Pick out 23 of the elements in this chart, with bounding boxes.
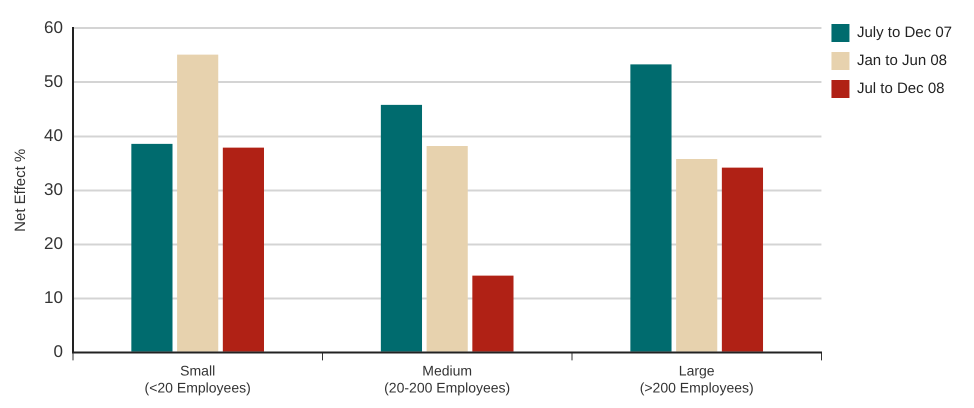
bar xyxy=(177,54,218,352)
x-tick-label: Large (>200 Employees) xyxy=(640,362,754,396)
y-tick-label: 30 xyxy=(44,180,63,199)
y-axis-title: Net Effect % xyxy=(12,148,30,232)
x-tick-label: Small (<20 Employees) xyxy=(144,362,251,396)
legend-label: Jan to Jun 08 xyxy=(856,52,948,70)
bar xyxy=(131,144,173,352)
y-tick-label: 60 xyxy=(44,18,63,37)
y-tick-label: 40 xyxy=(44,126,63,145)
bar xyxy=(222,148,264,352)
y-tick-label: 50 xyxy=(44,72,63,91)
bar xyxy=(426,146,468,352)
legend-label: Jul to Dec 08 xyxy=(856,80,944,98)
y-tick-label: 20 xyxy=(44,234,63,254)
bar xyxy=(676,158,718,352)
bar xyxy=(380,104,422,352)
bar xyxy=(630,64,672,352)
y-tick-label: 0 xyxy=(53,342,63,362)
y-tick-label: 10 xyxy=(44,288,63,308)
legend-label: July to Dec 07 xyxy=(856,24,952,42)
bar xyxy=(722,168,764,352)
x-tick-label: Medium (20-200 Employees) xyxy=(384,362,510,396)
bar xyxy=(472,276,514,352)
